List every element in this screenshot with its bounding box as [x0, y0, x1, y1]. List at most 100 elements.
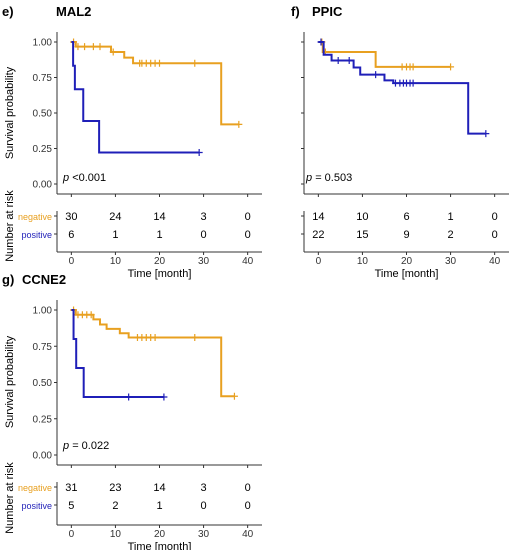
censor-mark-negative [151, 334, 159, 342]
p-value: p <0.001 [62, 172, 106, 184]
risk-count-negative: 24 [109, 211, 121, 223]
risk-count-negative: 10 [356, 211, 368, 223]
censor-mark-negative [81, 43, 89, 51]
risk-count-positive: 5 [68, 500, 74, 512]
y-axis-label: Survival probability [4, 66, 16, 159]
risk-table-label: Number at risk [4, 190, 16, 262]
y-tick-label: 0.25 [33, 414, 53, 425]
x-tick-label: 10 [357, 256, 369, 267]
risk-count-positive: 22 [312, 229, 324, 241]
risk-count-positive: 0 [492, 229, 498, 241]
censor-mark-positive [160, 393, 168, 401]
series-line-negative [71, 309, 235, 398]
risk-count-negative: 31 [65, 482, 77, 494]
censor-mark-negative [74, 43, 82, 51]
censor-mark-positive [317, 38, 325, 46]
censor-mark-negative [409, 63, 417, 71]
risk-count-positive: 9 [403, 229, 409, 241]
censor-mark-positive [334, 56, 342, 64]
p-symbol: p [305, 172, 315, 184]
p-value: p = 0.022 [62, 440, 109, 452]
x-tick-label: 40 [242, 529, 254, 540]
risk-count-negative: 3 [201, 482, 207, 494]
censor-mark-negative [156, 59, 163, 67]
y-tick-label: 0.50 [33, 109, 53, 120]
series-line-positive [71, 41, 200, 154]
risk-count-negative: 1 [448, 211, 454, 223]
series-line-positive [71, 309, 164, 398]
y-tick-label: 0.50 [33, 378, 53, 389]
y-axis-label: Survival probability [4, 335, 16, 428]
y-tick-label: 0.00 [33, 180, 53, 191]
x-tick-label: 20 [154, 256, 166, 267]
risk-count-positive: 2 [448, 229, 454, 241]
panel-mal2: e) MAL2 0.00 0.25 0.50 0.75 1.00 Survival proba… [2, 4, 262, 280]
censor-mark-negative [447, 63, 455, 71]
x-tick-label: 10 [110, 256, 122, 267]
risk-group-label-negative: negative [18, 212, 52, 222]
panel-title: MAL2 [56, 4, 91, 19]
risk-count-positive: 0 [201, 229, 207, 241]
y-tick-label: 0.75 [33, 73, 53, 84]
censor-mark-positive [345, 56, 353, 64]
risk-count-negative: 0 [245, 482, 251, 494]
risk-count-negative: 3 [201, 211, 207, 223]
risk-count-negative: 23 [109, 482, 121, 494]
series-line-negative [71, 41, 239, 126]
y-tick-label: 1.00 [33, 306, 53, 317]
x-tick-label: 40 [489, 256, 501, 267]
censor-mark-negative [191, 59, 199, 67]
panel-label: e) [2, 4, 14, 19]
risk-count-positive: 0 [245, 500, 251, 512]
panel-title: PPIC [312, 4, 343, 19]
censor-mark-negative [87, 311, 95, 319]
censor-mark-positive [372, 71, 380, 79]
risk-count-positive: 2 [112, 500, 118, 512]
risk-count-positive: 0 [245, 229, 251, 241]
risk-count-negative: 14 [312, 211, 324, 223]
panel-label: f) [291, 4, 300, 19]
risk-count-negative: 0 [245, 211, 251, 223]
x-tick-label: 20 [154, 529, 166, 540]
x-tick-label: 20 [401, 256, 413, 267]
x-tick-label: 0 [69, 529, 75, 540]
risk-count-negative: 30 [65, 211, 77, 223]
y-tick-label: 0.25 [33, 144, 53, 155]
censor-mark-negative [109, 48, 117, 56]
censor-mark-negative [191, 334, 199, 342]
panel-ccne2: g) CCNE2 0.00 0.25 0.50 0.75 1.00 Survival prob… [2, 272, 262, 550]
x-tick-label: 40 [242, 256, 254, 267]
y-tick-label: 0.75 [33, 342, 53, 353]
risk-group-label-positive: positive [21, 501, 52, 511]
risk-count-positive: 1 [112, 229, 118, 241]
risk-count-positive: 6 [68, 229, 74, 241]
p-symbol: p [62, 172, 72, 184]
censor-mark-positive [409, 79, 417, 87]
x-tick-label: 10 [110, 529, 122, 540]
p-value-text: = 0.022 [72, 440, 109, 452]
x-tick-label: 30 [445, 256, 457, 267]
p-value-text: <0.001 [72, 172, 106, 184]
risk-count-negative: 14 [153, 211, 165, 223]
panel-label: g) [2, 272, 14, 287]
risk-table-label: Number at risk [4, 462, 16, 534]
risk-count-negative: 6 [403, 211, 409, 223]
y-tick-label: 1.00 [33, 38, 53, 49]
risk-count-positive: 1 [156, 229, 162, 241]
x-axis-label: Time [month] [375, 268, 439, 280]
censor-mark-negative [89, 43, 97, 51]
p-value: p = 0.503 [305, 172, 352, 184]
censor-mark-positive [195, 148, 203, 156]
x-tick-label: 30 [198, 529, 210, 540]
risk-group-label-positive: positive [21, 230, 52, 240]
censor-mark-negative [96, 43, 104, 51]
x-axis-label: Time [month] [128, 541, 192, 550]
censor-mark-negative [230, 392, 238, 400]
risk-group-label-negative: negative [18, 483, 52, 493]
p-symbol: p [62, 440, 72, 452]
series-line-positive [318, 41, 486, 135]
x-tick-label: 0 [69, 256, 75, 267]
censor-mark-positive [125, 393, 133, 401]
risk-count-positive: 15 [356, 229, 368, 241]
